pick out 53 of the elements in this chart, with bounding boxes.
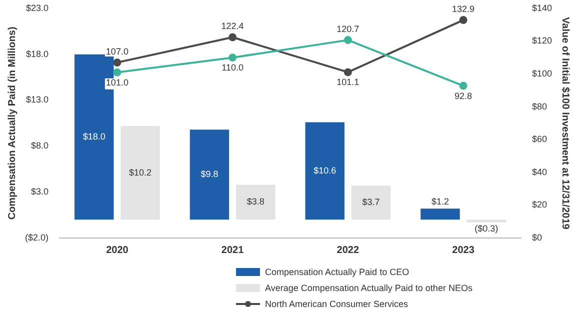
y-tick-label: ($2.0)	[24, 232, 49, 242]
data-label: 107.0	[106, 46, 128, 57]
data-label: $3.7	[362, 197, 380, 208]
data-label: 92.8	[454, 90, 472, 101]
y-tick-label: $8.0	[30, 140, 49, 151]
bar	[190, 130, 230, 220]
data-label: $10.2	[129, 167, 152, 178]
y2-tick-label: $60	[532, 134, 548, 144]
point	[228, 33, 237, 42]
data-label: 120.7	[336, 24, 360, 34]
data-label: $3.8	[246, 196, 264, 207]
bar	[351, 186, 391, 220]
y2-tick-label: $20	[532, 200, 548, 210]
bar	[420, 208, 460, 220]
y-axis-title: Compensation Actually Paid (in Millions)	[6, 26, 18, 220]
point	[459, 16, 468, 24]
data-label: ($0.3)	[474, 223, 498, 234]
y2-tick-label: $0	[532, 232, 542, 242]
point	[344, 36, 352, 44]
legend-label: Average Compensation Actually Paid to other NEOs	[265, 283, 472, 293]
x-tick-label: 2022	[336, 244, 360, 256]
data-label: 122.4	[221, 21, 244, 32]
data-label: 110.0	[222, 62, 244, 73]
y2-tick-label: $80	[532, 101, 548, 112]
point	[344, 68, 352, 76]
point	[113, 68, 122, 76]
data-label: 101.1	[336, 77, 360, 88]
x-tick-label: 2020	[106, 244, 129, 256]
y-tick-label: $3.0	[30, 186, 49, 197]
y-tick-label: $18.0	[26, 48, 49, 59]
legend-label: North American Consumer Services	[265, 299, 408, 309]
data-label: $1.2	[431, 196, 449, 207]
x-tick-label: 2021	[221, 244, 244, 256]
data-label: 101.0	[106, 77, 128, 88]
data-label: $10.6	[314, 165, 336, 176]
x-tick-label: 2023	[452, 244, 475, 256]
data-label: 132.9	[452, 4, 475, 14]
data-label: $9.8	[200, 169, 218, 180]
bar	[120, 126, 160, 220]
y2-tick-label: $140	[532, 2, 552, 13]
point	[113, 58, 122, 67]
point	[459, 82, 468, 90]
point	[228, 54, 237, 62]
bar	[236, 184, 276, 220]
data-label: $18.0	[82, 131, 106, 142]
legend-label: Compensation Actually Paid to CEO	[265, 267, 410, 277]
y2-tick-label: $100	[532, 68, 552, 78]
y-tick-label: $13.0	[26, 94, 49, 105]
y2-axis-title: Value of Initial $100 Investment at 12/31/2019	[559, 17, 570, 230]
y2-tick-label: $40	[532, 166, 548, 177]
y-tick-label: $23.0	[26, 2, 49, 13]
bar	[305, 122, 344, 220]
y2-tick-label: $120	[532, 36, 552, 46]
